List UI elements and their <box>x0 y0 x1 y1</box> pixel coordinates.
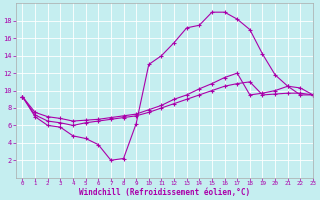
X-axis label: Windchill (Refroidissement éolien,°C): Windchill (Refroidissement éolien,°C) <box>79 188 250 197</box>
